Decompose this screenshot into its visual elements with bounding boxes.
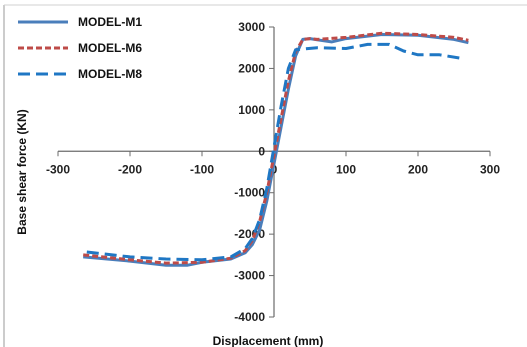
x-tick-label: 300 — [480, 162, 500, 176]
series-line-model-m1 — [83, 33, 469, 267]
y-tick-label: 1000 — [238, 103, 265, 117]
legend: MODEL-M1 MODEL-M6 MODEL-M8 — [18, 15, 142, 81]
y-tick-label: -4000 — [234, 310, 265, 324]
legend-label-model-m8: MODEL-M8 — [78, 67, 142, 81]
y-tick-label: -1000 — [234, 186, 265, 200]
y-tick-label: 0 — [258, 144, 265, 158]
series-line-model-m6 — [83, 31, 469, 265]
series-line-model-m8 — [86, 42, 466, 262]
legend-label-model-m6: MODEL-M6 — [78, 41, 142, 55]
x-axis-label: Displacement (mm) — [213, 334, 324, 347]
x-tick-label: 200 — [408, 162, 428, 176]
x-tick-label: -100 — [190, 162, 214, 176]
series-layer — [83, 31, 469, 267]
y-tick-label: -3000 — [234, 269, 265, 283]
y-tick-label: 2000 — [238, 61, 265, 75]
legend-label-model-m1: MODEL-M1 — [78, 15, 142, 29]
x-tick-label: 100 — [336, 162, 356, 176]
axes: -300 -200 -100 0 100 200 300-4000-3000-2000-10… — [3, 4, 527, 347]
y-tick-label: -2000 — [234, 227, 265, 241]
x-tick-label: -300 — [46, 162, 70, 176]
y-tick-label: 3000 — [238, 20, 265, 34]
x-tick-label: -200 — [118, 162, 142, 176]
y-axis-label: Base shear force (KN) — [15, 109, 29, 234]
